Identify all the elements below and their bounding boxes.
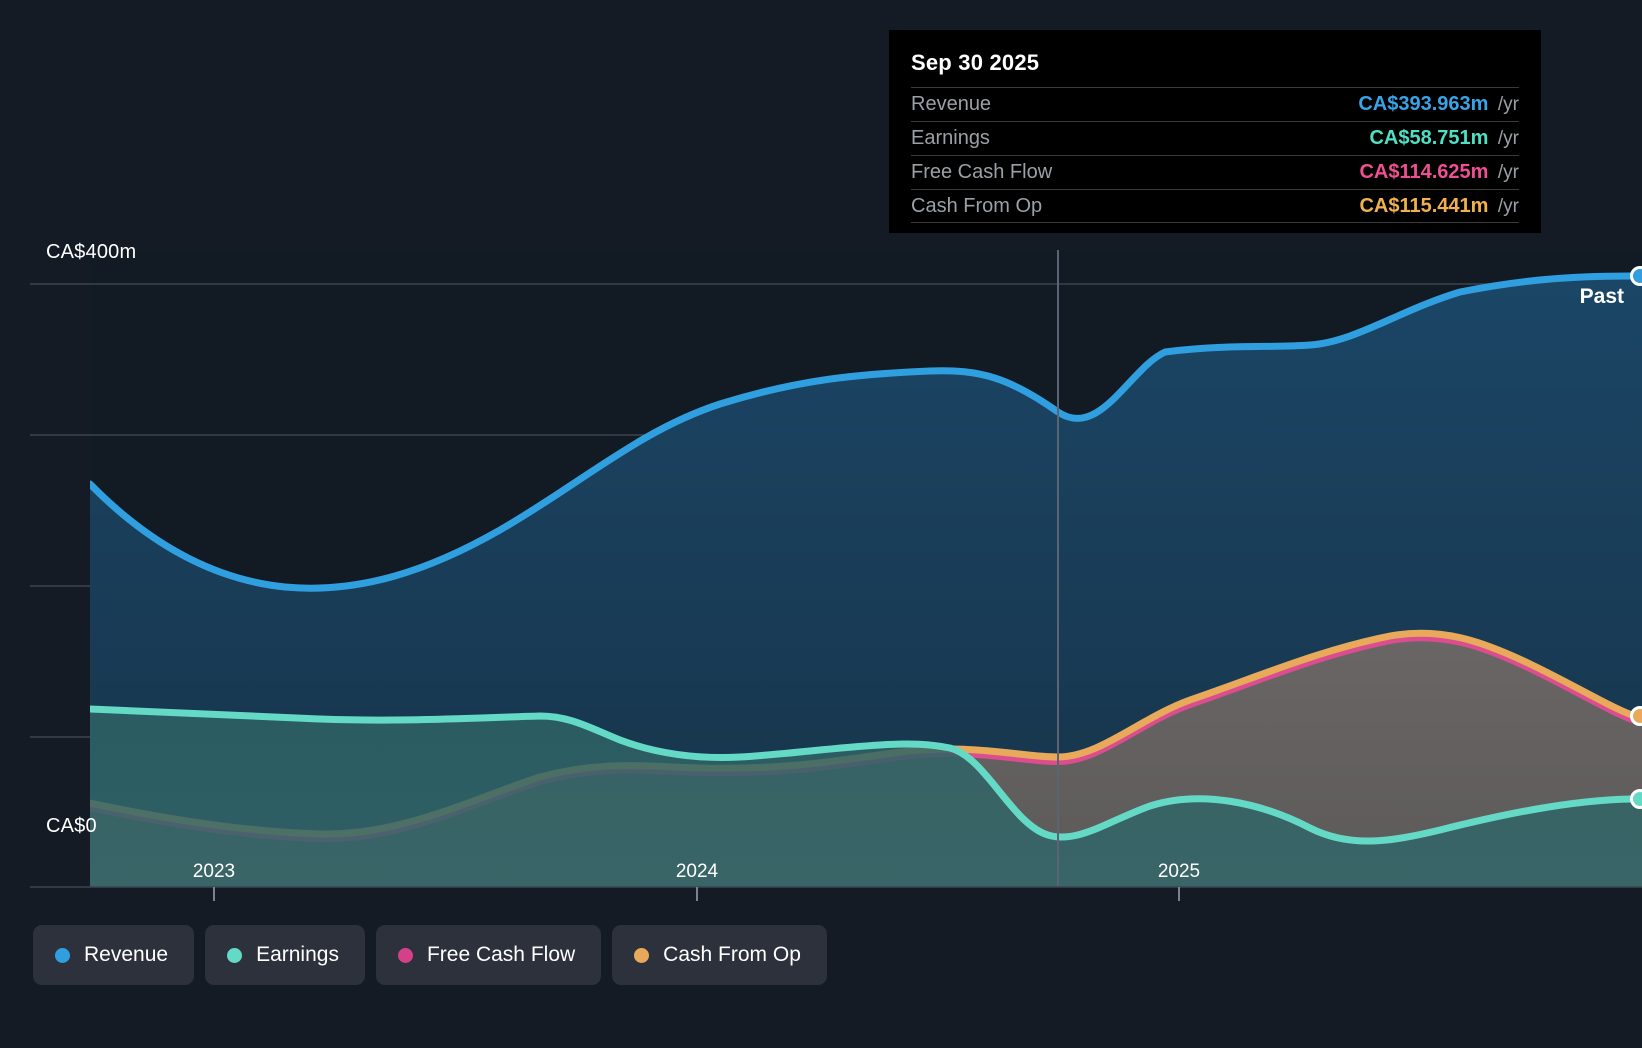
tooltip-unit-cash-from-op: /yr (1497, 195, 1519, 217)
x-tick-label-2025: 2025 (1157, 861, 1201, 882)
past-annotation-label: Past (1579, 285, 1624, 308)
legend-item-earnings[interactable]: Earnings (205, 925, 365, 985)
data-tooltip: Sep 30 2025 Revenue CA$393.963m /yr Earn… (889, 30, 1541, 233)
tooltip-label-revenue: Revenue (911, 93, 992, 115)
gridlines (30, 283, 1642, 738)
series-area-cash-from-op (90, 633, 1642, 887)
tooltip-value-free-cash-flow: CA$114.625m (1359, 161, 1489, 183)
tooltip-row-earnings: Earnings CA$58.751m /yr (911, 121, 1519, 155)
legend-dot-revenue-icon (55, 947, 70, 963)
endpoint-cash-from-op (1630, 706, 1642, 726)
legend-item-free-cash-flow[interactable]: Free Cash Flow (375, 925, 602, 985)
legend-label-free-cash-flow: Free Cash Flow (426, 943, 576, 966)
legend-dot-earnings-icon (227, 947, 243, 963)
series-line-free-cash-flow (90, 635, 1642, 843)
legend-dot-cash-from-op-icon (634, 947, 650, 963)
tooltip-row-free-cash-flow: Free Cash Flow CA$114.625m /yr (911, 155, 1519, 189)
legend-dot-free-cash-flow-icon (397, 947, 413, 963)
tooltip-label-earnings: Earnings (911, 127, 990, 149)
plot-background (90, 250, 1642, 887)
series-line-cash-from-op (90, 629, 1642, 838)
y-axis-top-label: CA$400m (46, 241, 137, 263)
tooltip-label-free-cash-flow: Free Cash Flow (911, 161, 1053, 183)
y-axis-zero-label: CA$0 (46, 815, 97, 837)
tooltip-date: Sep 30 2025 (911, 50, 1040, 75)
tooltip-value-revenue: CA$393.963m (1358, 93, 1489, 115)
tooltip-unit-free-cash-flow: /yr (1497, 162, 1519, 183)
legend-item-cash-from-op[interactable]: Cash From Op (612, 925, 827, 985)
chart-legend: Revenue Earnings Free Cash Flow Cash Fro… (33, 925, 827, 985)
legend-label-cash-from-op: Cash From Op (663, 943, 801, 966)
legend-label-earnings: Earnings (256, 943, 339, 966)
endpoint-earnings (1630, 789, 1642, 809)
x-tick-label-2024: 2024 (675, 861, 719, 882)
tooltip-row-revenue: Revenue CA$393.963m /yr (911, 87, 1519, 121)
endpoint-revenue (1630, 266, 1642, 286)
x-axis-ticks (213, 887, 1180, 901)
tooltip-value-cash-from-op: CA$115.441m (1359, 194, 1489, 217)
x-tick-label-2023: 2023 (192, 861, 236, 882)
tooltip-unit-earnings: /yr (1497, 128, 1519, 149)
tooltip-value-earnings: CA$58.751m (1369, 127, 1489, 149)
series-area-revenue (90, 276, 1642, 887)
tooltip-unit-revenue: /yr (1497, 94, 1519, 115)
legend-item-revenue[interactable]: Revenue (33, 925, 195, 985)
legend-label-revenue: Revenue (84, 943, 169, 966)
tooltip-row-cash-from-op: Cash From Op CA$115.441m /yr (911, 189, 1519, 223)
tooltip-label-cash-from-op: Cash From Op (911, 194, 1043, 217)
series-line-revenue (90, 272, 1642, 592)
series-line-earnings (90, 705, 1642, 845)
series-area-earnings (90, 709, 1642, 887)
